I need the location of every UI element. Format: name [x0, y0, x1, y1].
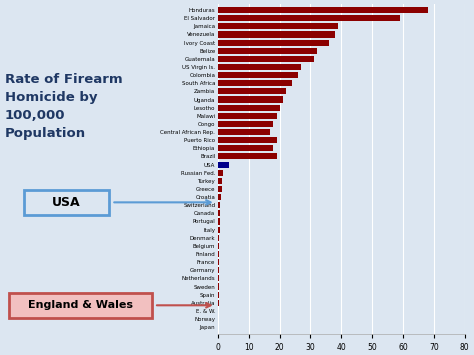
Bar [218, 39, 329, 46]
Text: England & Wales: England & Wales [28, 300, 133, 310]
Bar [218, 162, 229, 168]
Bar [218, 31, 335, 38]
Bar [218, 137, 277, 143]
Text: Rate of Firearm
Homicide by
100,000
Population: Rate of Firearm Homicide by 100,000 Popu… [5, 73, 122, 140]
Bar [218, 178, 222, 184]
Bar [218, 202, 220, 208]
Bar [218, 80, 292, 86]
Text: USA: USA [52, 196, 81, 209]
Bar [218, 170, 223, 176]
Bar [218, 129, 270, 135]
Bar [218, 88, 286, 94]
Bar [218, 145, 273, 151]
Bar [218, 300, 219, 306]
Bar [218, 153, 277, 159]
Bar [218, 113, 277, 119]
Bar [218, 7, 428, 13]
Bar [218, 226, 220, 233]
Bar [218, 291, 219, 298]
Bar [218, 15, 400, 21]
Bar [218, 56, 313, 62]
Bar [218, 210, 220, 217]
Bar [218, 267, 219, 273]
Bar [218, 259, 219, 265]
Bar [218, 235, 219, 241]
Bar [218, 64, 301, 70]
Bar [218, 48, 317, 54]
Bar [218, 218, 220, 224]
Bar [218, 251, 219, 257]
Bar [218, 275, 219, 282]
Bar [218, 105, 280, 111]
Bar [218, 284, 219, 290]
Bar [218, 97, 283, 103]
Bar [218, 72, 298, 78]
Bar [218, 243, 219, 249]
Bar [218, 121, 273, 127]
Bar [218, 186, 222, 192]
Bar [218, 23, 338, 29]
Bar [218, 194, 221, 200]
